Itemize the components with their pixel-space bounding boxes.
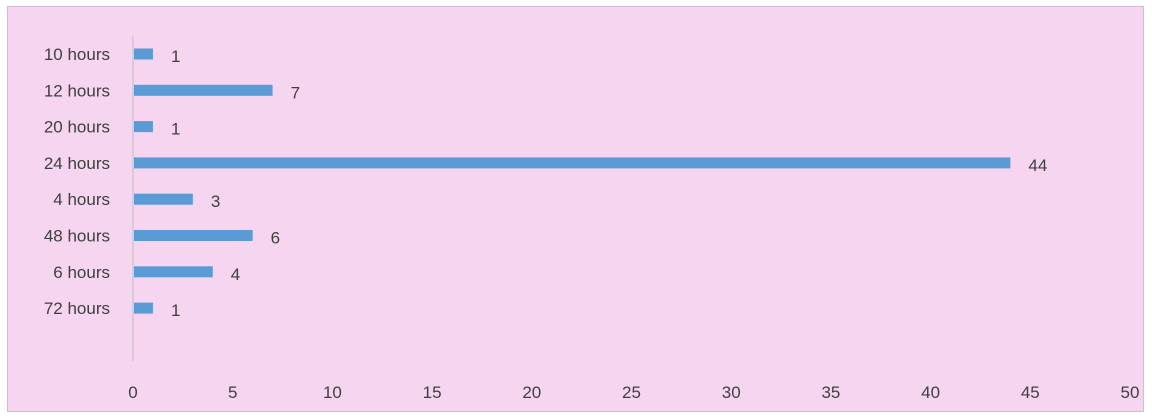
bar (134, 157, 1011, 169)
category-label: 12 hours (44, 81, 110, 100)
bar (134, 230, 253, 241)
category-label: 24 hours (44, 154, 110, 173)
data-label: 44 (1028, 156, 1047, 175)
category-label: 10 hours (44, 45, 110, 64)
category-label: 72 hours (44, 299, 110, 318)
data-label: 6 (271, 229, 280, 248)
x-tick-label: 10 (323, 383, 342, 402)
x-tick-label: 50 (1121, 383, 1140, 402)
bar (134, 121, 153, 133)
data-label: 7 (291, 83, 300, 102)
category-label: 20 hours (44, 118, 110, 137)
x-tick-label: 45 (1021, 383, 1040, 402)
x-tick-label: 40 (921, 383, 940, 402)
x-tick-label: 0 (128, 383, 137, 402)
category-label: 4 hours (53, 190, 110, 209)
category-label: 48 hours (44, 227, 110, 246)
bar (134, 48, 153, 60)
bar (134, 302, 153, 314)
data-label: 1 (171, 120, 180, 139)
bar (134, 84, 273, 96)
bar (134, 266, 213, 278)
x-tick-label: 35 (821, 383, 840, 402)
x-tick-label: 5 (228, 383, 237, 402)
x-tick-label: 20 (522, 383, 541, 402)
x-tick-label: 15 (423, 383, 442, 402)
category-label: 6 hours (53, 263, 110, 282)
data-label: 4 (231, 265, 240, 284)
x-tick-label: 30 (722, 383, 741, 402)
bar (134, 193, 193, 205)
chart-area (7, 6, 1144, 412)
data-label: 3 (211, 192, 220, 211)
x-tick-label: 25 (622, 383, 641, 402)
data-label: 1 (171, 47, 180, 66)
data-label: 1 (171, 301, 180, 320)
